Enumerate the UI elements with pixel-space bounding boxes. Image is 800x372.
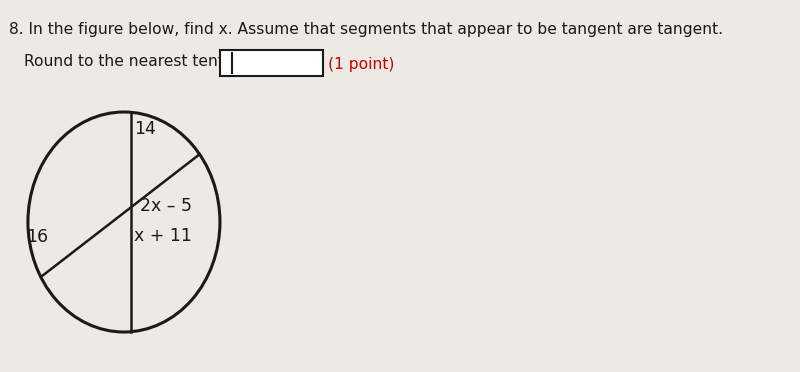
Bar (220, 50, 323, 76)
Text: 16: 16 (26, 228, 48, 246)
Text: (1 point): (1 point) (328, 57, 394, 71)
Text: x + 11: x + 11 (134, 227, 192, 246)
Text: 8. In the figure below, find x. Assume that segments that appear to be tangent a: 8. In the figure below, find x. Assume t… (9, 22, 722, 37)
Text: 2x – 5: 2x – 5 (140, 198, 192, 215)
Text: 14: 14 (134, 120, 156, 138)
Text: Round to the nearest tenth.: Round to the nearest tenth. (25, 54, 239, 69)
